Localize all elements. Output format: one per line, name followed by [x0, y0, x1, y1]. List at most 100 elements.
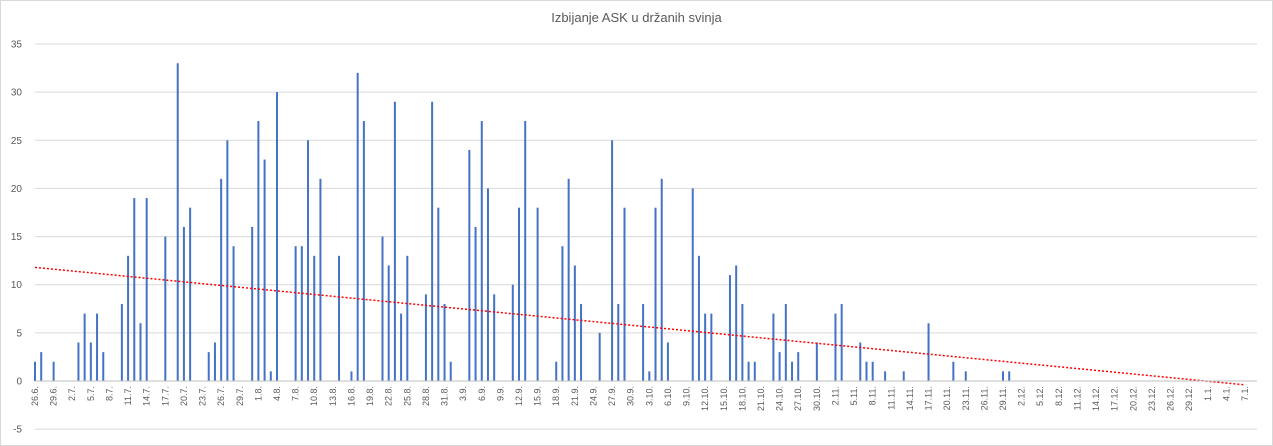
x-tick-label: 26.12. [1166, 386, 1176, 411]
bar [964, 371, 967, 381]
linear-trendline [34, 266, 1246, 386]
bar [704, 313, 707, 381]
x-tick-label: 2.12. [1017, 386, 1027, 406]
bar [83, 313, 86, 381]
bar [555, 361, 558, 381]
x-tick-label: 4.1. [1221, 386, 1231, 401]
bar [406, 255, 409, 381]
x-tick-label: 27.9. [607, 386, 617, 406]
bar [1002, 371, 1004, 381]
bar [952, 361, 955, 381]
bar [871, 361, 874, 381]
bar [34, 361, 36, 381]
y-tick-label: 5 [16, 328, 22, 339]
bar [145, 198, 148, 381]
x-tick-label: 4.8. [272, 386, 282, 401]
x-tick-label: 21.10. [756, 386, 766, 411]
bar [642, 303, 645, 381]
bar [220, 178, 223, 381]
x-tick-label: 11.11. [886, 386, 896, 410]
y-tick-label: -5 [13, 425, 22, 436]
bar [815, 342, 818, 381]
bar [580, 303, 583, 381]
x-tick-label: 20.11. [942, 386, 952, 410]
bar [611, 140, 614, 381]
bar [654, 207, 657, 381]
x-tick-label: 12.9. [514, 386, 524, 406]
x-tick-label: 26.11. [979, 386, 989, 410]
bar [735, 265, 738, 381]
x-tick-label: 5.7. [86, 386, 96, 401]
x-tick-label: 18.9. [551, 386, 561, 406]
x-tick-label: 17.7. [160, 386, 170, 406]
chart-title: Izbijanje ASK u držanih svinja [551, 10, 722, 25]
bar [840, 303, 843, 381]
bar [567, 178, 570, 381]
bar [213, 342, 216, 381]
x-tick-label: 15.10. [719, 386, 729, 411]
x-tick-label: 3.9. [458, 386, 468, 401]
bar [263, 159, 266, 381]
y-tick-label: 35 [11, 40, 23, 51]
x-tick-label: 22.8. [384, 386, 394, 406]
x-tick-label: 5.11. [849, 386, 859, 405]
x-tick-label: 23.7. [198, 386, 208, 406]
x-tick-label: 30.10. [812, 386, 822, 411]
y-tick-label: 15 [11, 232, 23, 243]
bar [902, 371, 905, 381]
y-tick-label: 30 [11, 88, 23, 99]
bar [189, 207, 192, 381]
bar [648, 371, 651, 381]
x-tick-label: 1.1. [1203, 386, 1213, 401]
x-tick-label: 26.7. [216, 386, 226, 406]
y-tick-label: 20 [11, 184, 23, 195]
bar [573, 265, 576, 381]
x-tick-label: 26.6. [30, 386, 40, 406]
bar [753, 361, 756, 381]
bar [133, 198, 136, 381]
x-tick-label: 9.9. [495, 386, 505, 401]
bar [362, 121, 365, 381]
bar [518, 207, 520, 381]
bar [294, 246, 297, 381]
bar [747, 361, 750, 381]
x-tick-label: 24.9. [588, 386, 598, 406]
bar [617, 303, 620, 381]
x-tick-label: 18.10. [737, 386, 747, 411]
bar [182, 226, 185, 381]
bar [176, 63, 179, 381]
bar [834, 313, 837, 381]
x-tick-label: 30.9. [626, 386, 636, 406]
bar [251, 226, 254, 381]
bar [77, 342, 80, 381]
x-tick-label: 9.10. [682, 386, 692, 406]
x-tick-label: 10.8. [309, 386, 319, 406]
bar [102, 352, 105, 381]
bar [865, 361, 868, 381]
x-tick-label: 7.8. [291, 386, 301, 401]
x-tick-label: 14.7. [142, 386, 152, 406]
x-tick-label: 29.6. [49, 386, 59, 406]
bar [400, 313, 403, 381]
x-tick-label: 29.11. [998, 386, 1008, 410]
x-tick-label: 2.7. [67, 386, 77, 401]
bar [741, 303, 744, 381]
x-tick-label: 13.8. [328, 386, 338, 406]
bar [226, 140, 229, 381]
bar [697, 255, 700, 381]
bar [300, 246, 303, 381]
x-tick-label: 24.10. [775, 386, 785, 411]
x-tick-label: 14.11. [905, 386, 915, 410]
x-tick-label: 6.10. [663, 386, 673, 406]
bar [232, 246, 235, 381]
bar [89, 342, 92, 381]
x-tick-label: 7.1. [1240, 386, 1250, 401]
bar [474, 226, 477, 381]
bar [884, 371, 887, 381]
bar [598, 332, 601, 381]
bar [666, 342, 669, 381]
bar [356, 72, 359, 381]
x-tick-label: 25.8. [402, 386, 412, 406]
gridlines [35, 43, 1257, 430]
